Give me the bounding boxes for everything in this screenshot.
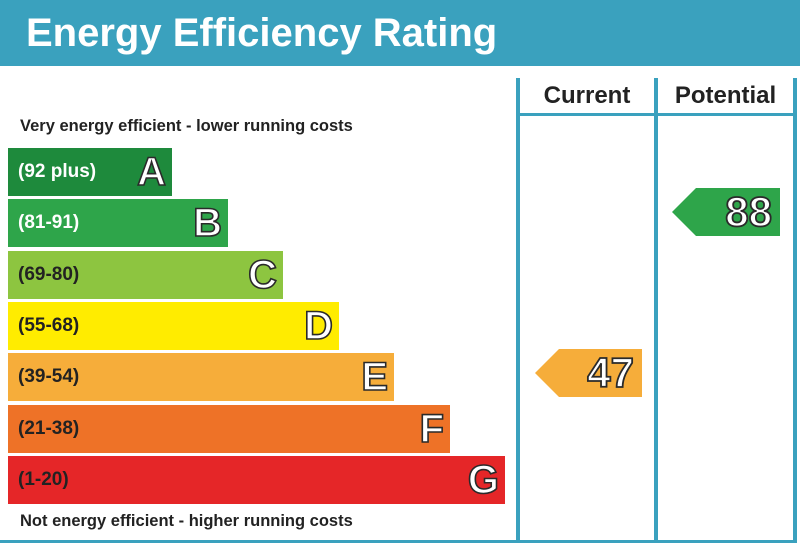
band-letter: B: [192, 200, 222, 246]
band-b: (81-91) B: [8, 199, 228, 247]
band-range-label: (81-91): [18, 212, 80, 233]
band-d: (55-68) D: [8, 302, 339, 350]
current-rating-arrow: 47: [535, 348, 642, 397]
column-divider-left: [516, 78, 520, 542]
current-arrow-shape: [535, 349, 642, 397]
potential-rating-arrow: 88: [672, 187, 780, 236]
band-range-label: (1-20): [18, 469, 69, 490]
band-letter: E: [361, 354, 389, 400]
band-range-label: (69-80): [18, 264, 80, 285]
band-g: (1-20) G: [8, 456, 505, 504]
bottom-rule: [0, 540, 797, 543]
band-e: (39-54) E: [8, 353, 394, 401]
potential-arrow-shape: [672, 188, 780, 236]
column-header-rule: [516, 113, 797, 116]
page-title: Energy Efficiency Rating: [26, 11, 498, 55]
band-range-label: (55-68): [18, 315, 80, 336]
band-range-label: (92 plus): [18, 161, 97, 182]
band-a: (92 plus) A: [8, 148, 172, 196]
header-bar: Energy Efficiency Rating: [0, 0, 800, 66]
band-letter: F: [419, 406, 445, 452]
band-letter: A: [136, 149, 166, 195]
caption-bottom: Not energy efficient - higher running co…: [20, 512, 353, 530]
band-c: (69-80) C: [8, 251, 283, 299]
band-letter: D: [303, 303, 333, 349]
band-range-label: (39-54): [18, 366, 80, 387]
band-letter: C: [247, 252, 277, 298]
band-f: (21-38) F: [8, 405, 450, 453]
caption-top: Very energy efficient - lower running co…: [20, 117, 353, 135]
column-divider-right: [793, 78, 797, 542]
column-divider-middle: [654, 78, 658, 542]
column-header-current: Current: [543, 82, 631, 109]
column-header-potential: Potential: [674, 82, 777, 109]
band-range-label: (21-38): [18, 418, 80, 439]
potential-rating-value: 88: [724, 187, 773, 236]
current-rating-value: 47: [586, 348, 635, 397]
band-letter: G: [467, 457, 500, 503]
